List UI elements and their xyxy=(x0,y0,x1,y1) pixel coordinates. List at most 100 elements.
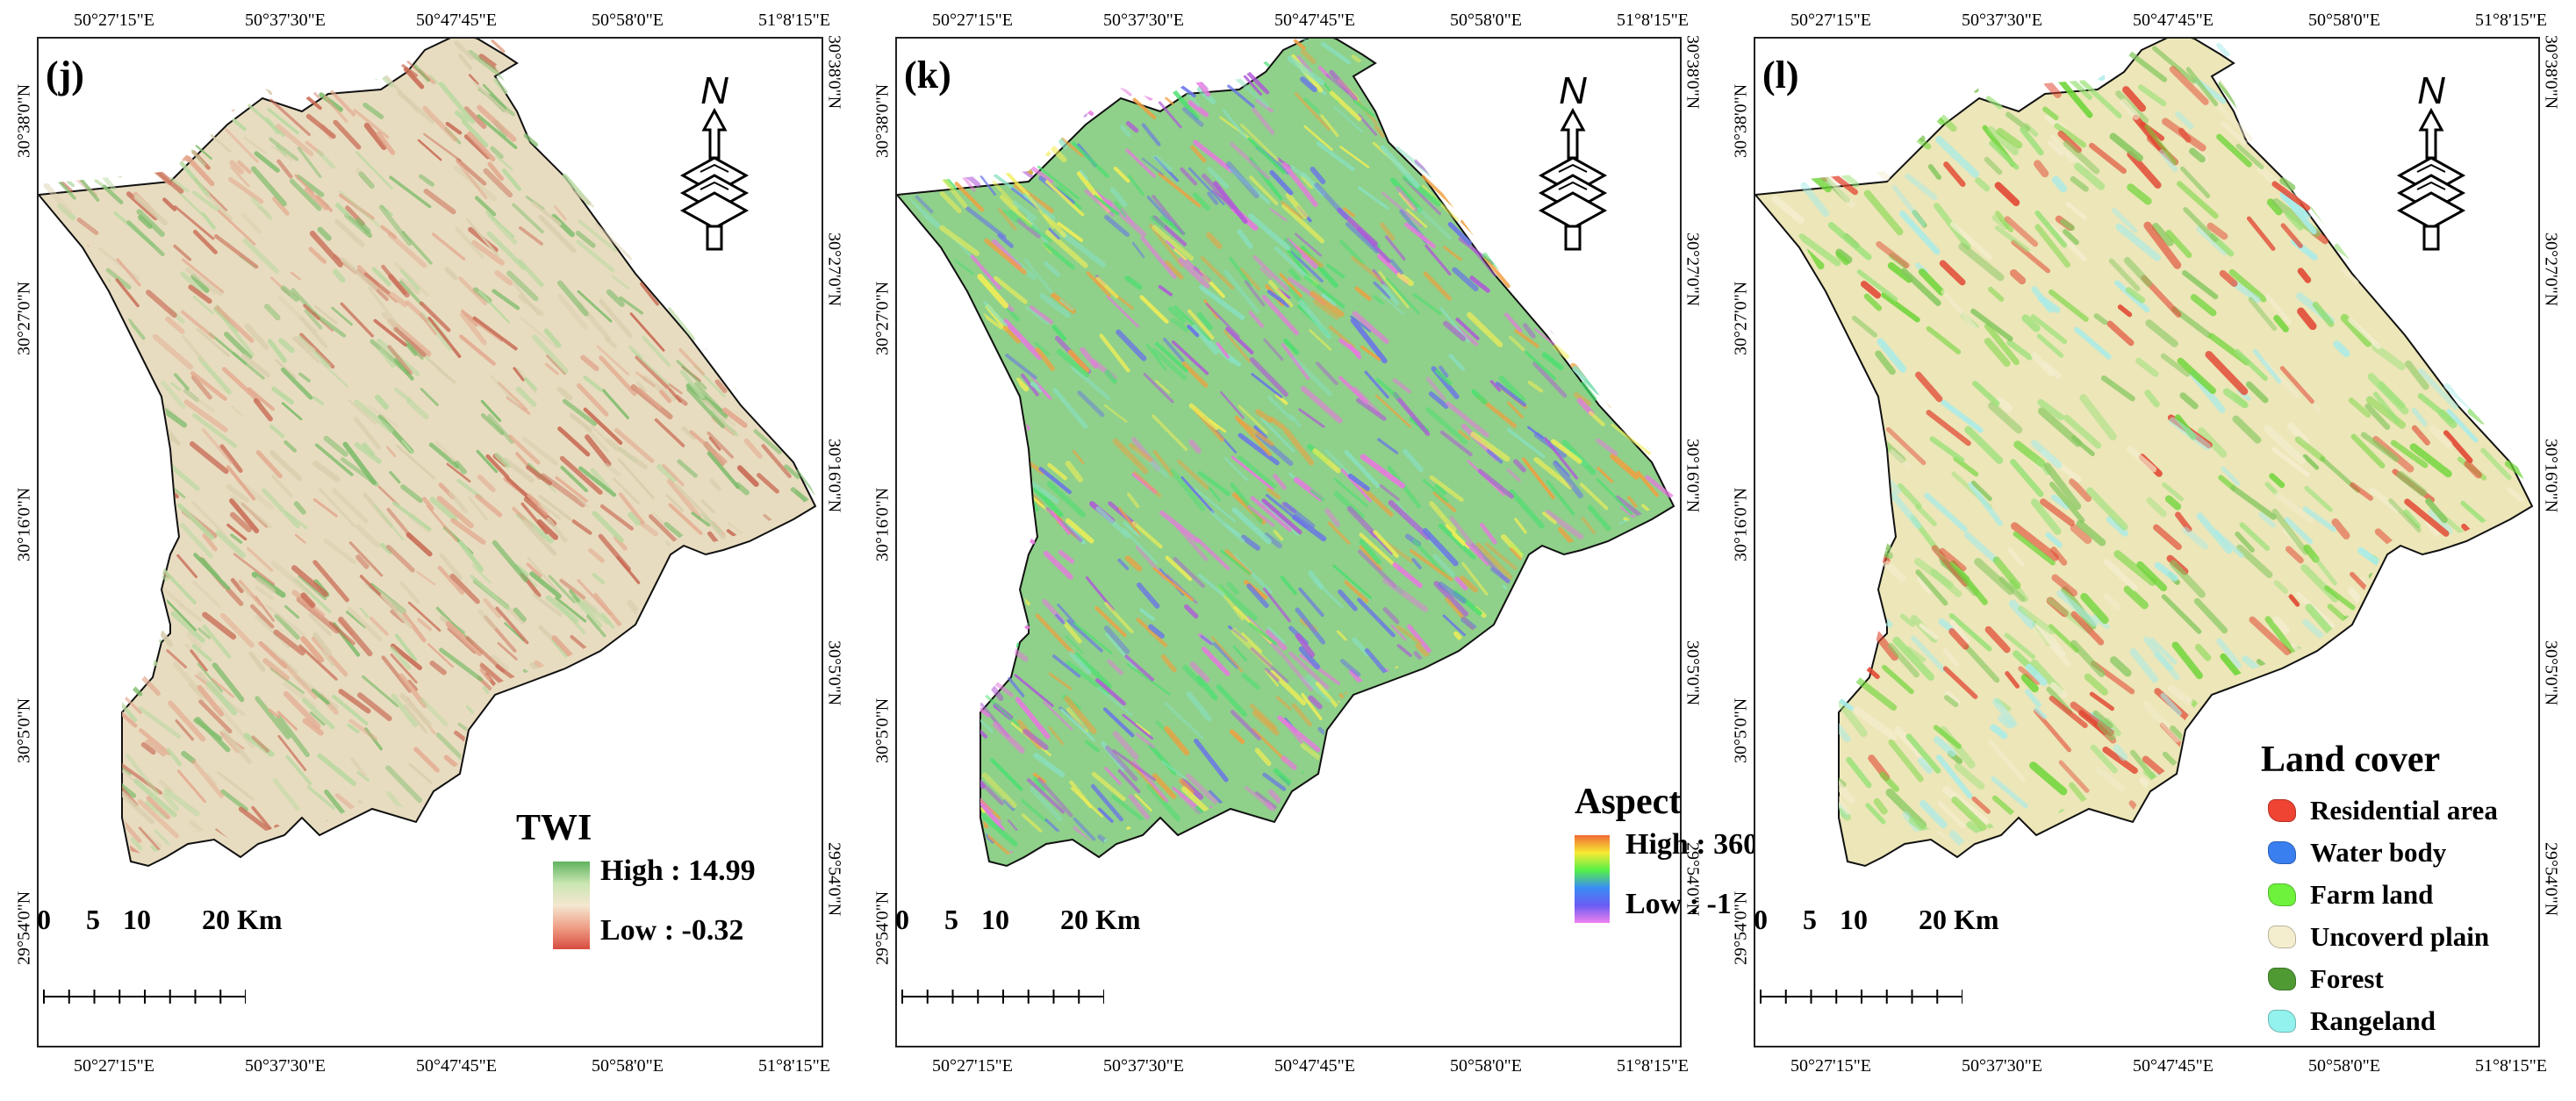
legend-color-ramp xyxy=(1575,835,1610,923)
map-frame xyxy=(895,37,1682,1047)
scale-label-0: 0 xyxy=(895,904,909,935)
lon-tick-bottom: 50°58'0"E xyxy=(1450,1056,1522,1076)
land-cover-legend-items: Residential area Water body Farm land Uncov… xyxy=(2268,791,2558,1046)
north-arrow-icon: N xyxy=(674,70,755,254)
lat-tick-right: 30°27'0"N xyxy=(1683,232,1703,307)
legend-title: Land cover xyxy=(2261,740,2441,780)
legend-title: Aspect xyxy=(1575,782,1682,822)
lon-tick-top: 50°58'0"E xyxy=(2308,11,2380,30)
legend-label: Uncoverd plain xyxy=(2310,921,2490,952)
lat-tick-right: 30°38'0"N xyxy=(824,35,844,110)
lon-tick-bottom: 51°8'15"E xyxy=(1617,1056,1689,1076)
lon-tick-top: 50°58'0"E xyxy=(1450,11,1522,30)
svg-text:N: N xyxy=(700,70,728,112)
legend-swatch xyxy=(2268,1010,2296,1033)
legend-label: Residential area xyxy=(2310,795,2498,826)
scale-ruler xyxy=(43,990,246,1004)
legend-label: Water body xyxy=(2310,837,2447,868)
scale-label-0: 0 xyxy=(37,904,51,935)
lon-tick-top: 51°8'15"E xyxy=(2475,11,2547,30)
svg-text:N: N xyxy=(1559,70,1587,112)
lat-tick-right: 30°16'0"N xyxy=(824,439,844,513)
legend-label: Forest xyxy=(2310,963,2384,994)
study-area-map xyxy=(1755,39,2534,868)
legend-high-label: High : 360 xyxy=(1625,828,1759,861)
lon-tick-bottom: 50°47'45"E xyxy=(2133,1056,2214,1076)
lat-tick-right: 30°38'0"N xyxy=(2541,35,2561,110)
lon-tick-top: 50°37'30"E xyxy=(1103,11,1184,30)
lon-tick-top: 50°47'45"E xyxy=(2133,11,2214,30)
map-panel-k: (k) N 0 5 10 20 Km A xyxy=(858,0,1759,1101)
scale-label-20: 20 Km xyxy=(1919,904,1999,935)
lon-tick-bottom: 51°8'15"E xyxy=(2475,1056,2547,1076)
lat-tick-left: 30°38'0"N xyxy=(1731,83,1751,158)
lat-tick-left: 30°27'0"N xyxy=(14,281,34,355)
lat-tick-left: 30°16'0"N xyxy=(872,487,893,561)
lon-tick-bottom: 50°27'15"E xyxy=(1790,1056,1871,1076)
lon-tick-bottom: 50°37'30"E xyxy=(1962,1056,2042,1076)
lat-tick-right: 29°54'0"N xyxy=(824,842,844,917)
legend-label: Farm land xyxy=(2310,879,2434,910)
lon-tick-bottom: 50°47'45"E xyxy=(1274,1056,1355,1076)
lon-tick-bottom: 50°47'45"E xyxy=(416,1056,497,1076)
scale-label-5: 5 xyxy=(1803,904,1817,935)
scale-label-10: 10 xyxy=(981,904,1009,935)
study-area-map xyxy=(897,39,1675,868)
scale-label-0: 0 xyxy=(1754,904,1768,935)
legend-item: Uncoverd plain xyxy=(2268,918,2489,956)
lon-tick-top: 51°8'15"E xyxy=(1617,11,1689,30)
legend-high-label: High : 14.99 xyxy=(600,854,756,887)
lat-tick-right: 30°5'0"N xyxy=(2541,640,2561,706)
legend-swatch xyxy=(2268,883,2296,906)
svg-text:N: N xyxy=(2417,70,2445,112)
lon-tick-top: 51°8'15"E xyxy=(758,11,830,30)
map-panel-j: (j) N 0 5 10 20 Km T xyxy=(0,0,858,1101)
legend-item: Rangeland xyxy=(2268,1002,2436,1040)
lon-tick-top: 50°47'45"E xyxy=(416,11,497,30)
scale-label-5: 5 xyxy=(944,904,958,935)
lon-tick-bottom: 51°8'15"E xyxy=(758,1056,830,1076)
lat-tick-right: 30°16'0"N xyxy=(1683,439,1703,513)
lon-tick-top: 50°37'30"E xyxy=(1962,11,2042,30)
legend-swatch xyxy=(2268,799,2296,822)
lon-tick-top: 50°37'30"E xyxy=(245,11,326,30)
legend-item: Forest xyxy=(2268,960,2384,998)
lat-tick-left: 30°27'0"N xyxy=(872,281,893,355)
lon-tick-bottom: 50°27'15"E xyxy=(932,1056,1013,1076)
lat-tick-left: 30°38'0"N xyxy=(14,83,34,158)
lat-tick-left: 30°5'0"N xyxy=(14,697,34,763)
legend-swatch xyxy=(2268,841,2296,864)
lat-tick-right: 30°38'0"N xyxy=(1683,35,1703,110)
lat-tick-right: 29°54'0"N xyxy=(2541,842,2561,917)
lat-tick-left: 30°16'0"N xyxy=(14,487,34,561)
scale-label-20: 20 Km xyxy=(1060,904,1141,935)
lon-tick-bottom: 50°37'30"E xyxy=(1103,1056,1184,1076)
lat-tick-right: 30°27'0"N xyxy=(824,232,844,307)
lon-tick-bottom: 50°58'0"E xyxy=(2308,1056,2380,1076)
lat-tick-left: 29°54'0"N xyxy=(1731,890,1751,965)
study-area-map xyxy=(39,39,817,868)
study-area-boundary xyxy=(897,39,1675,868)
north-arrow-icon: N xyxy=(2391,70,2472,254)
legend-low-label: Low : -1 xyxy=(1625,888,1732,920)
lat-tick-left: 30°27'0"N xyxy=(1731,281,1751,355)
legend-low-label: Low : -0.32 xyxy=(600,914,744,947)
lon-tick-top: 50°27'15"E xyxy=(74,11,154,30)
scale-label-10: 10 xyxy=(123,904,151,935)
lon-tick-top: 50°27'15"E xyxy=(932,11,1013,30)
map-panel-l: (l) N 0 5 10 20 Km L xyxy=(1717,0,2575,1101)
legend-color-ramp xyxy=(553,861,590,949)
legend-item: Residential area xyxy=(2268,791,2498,830)
scale-label-10: 10 xyxy=(1840,904,1868,935)
lon-tick-top: 50°47'45"E xyxy=(1274,11,1355,30)
lon-tick-top: 50°58'0"E xyxy=(592,11,664,30)
lat-tick-right: 30°16'0"N xyxy=(2541,439,2561,513)
legend-swatch xyxy=(2268,968,2296,990)
lat-tick-right: 30°27'0"N xyxy=(2541,232,2561,307)
panel-label: (j) xyxy=(46,54,84,97)
lat-tick-left: 30°5'0"N xyxy=(872,697,893,763)
panel-label: (l) xyxy=(1762,54,1799,97)
legend-title: TWI xyxy=(516,808,592,848)
lon-tick-top: 50°27'15"E xyxy=(1790,11,1871,30)
lat-tick-right: 30°5'0"N xyxy=(824,640,844,706)
